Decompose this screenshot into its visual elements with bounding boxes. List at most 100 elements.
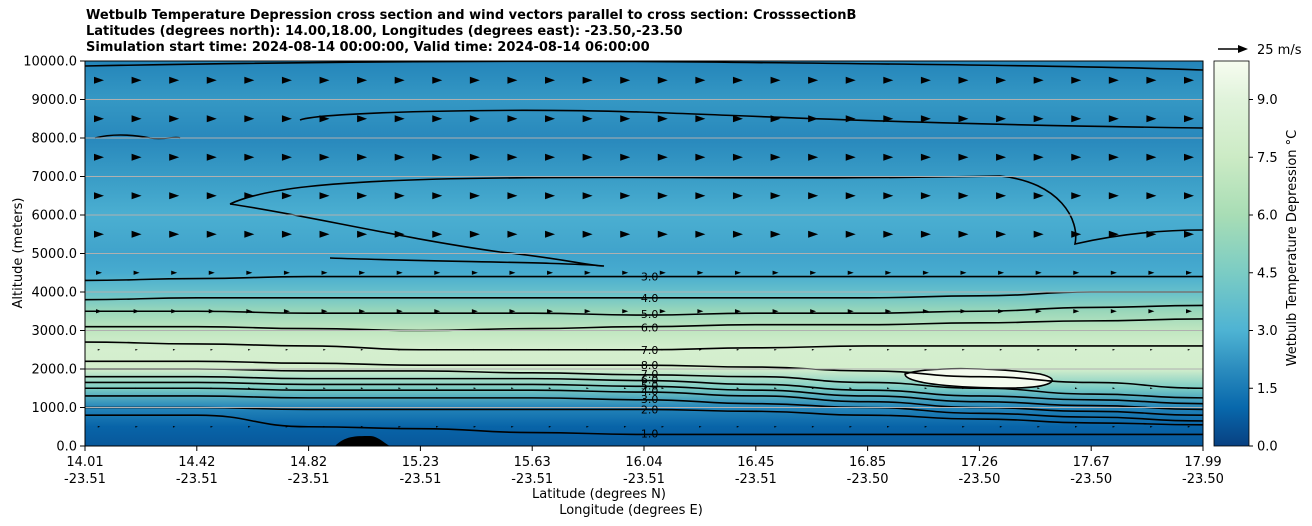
wind-vector bbox=[845, 153, 856, 161]
wind-vector bbox=[398, 387, 401, 390]
x-tick-label-lat: 14.42 bbox=[178, 455, 215, 470]
contour-label: 6.0 bbox=[641, 374, 659, 387]
wind-vector bbox=[960, 309, 967, 314]
wind-vector bbox=[849, 425, 852, 428]
wind-vector bbox=[774, 387, 777, 390]
wind-vector bbox=[920, 76, 931, 84]
wind-vector bbox=[808, 230, 819, 238]
wind-vector bbox=[582, 230, 593, 238]
contour-label: 2.0 bbox=[641, 403, 659, 416]
wind-vector bbox=[1033, 230, 1044, 238]
wind-vector bbox=[1073, 309, 1080, 314]
wind-vector bbox=[94, 192, 104, 200]
wind-vector bbox=[394, 115, 405, 123]
wind-vector bbox=[962, 425, 965, 428]
wind-vector bbox=[171, 309, 178, 314]
wind-vector bbox=[507, 192, 518, 200]
wind-vector bbox=[169, 115, 180, 123]
x-axis-label: Latitude (degrees N) bbox=[532, 487, 666, 502]
wind-vector bbox=[434, 270, 441, 275]
wind-vector bbox=[695, 230, 706, 238]
contour-labels: 1.02.03.04.05.06.07.08.07.06.05.04.03.0 bbox=[641, 271, 659, 441]
wind-vector bbox=[998, 270, 1005, 275]
wind-vector bbox=[281, 115, 292, 123]
wind-vector bbox=[922, 270, 929, 275]
wind-vector bbox=[323, 348, 326, 351]
contour-line-7-0 bbox=[85, 341, 1203, 351]
wind-vector bbox=[244, 153, 255, 161]
wind-vector bbox=[432, 153, 443, 161]
x-tick-label-lon: -23.51 bbox=[176, 472, 218, 487]
wind-vector bbox=[285, 387, 289, 390]
wind-vector bbox=[586, 348, 589, 351]
wind-vector bbox=[772, 270, 779, 275]
contour-line-4-0 bbox=[85, 387, 1203, 416]
wind-vector bbox=[1033, 153, 1044, 161]
wind-vector bbox=[734, 309, 741, 314]
wind-vector bbox=[661, 348, 665, 351]
wind-vector bbox=[622, 270, 629, 275]
wind-vector bbox=[359, 270, 366, 275]
wind-vector bbox=[695, 192, 706, 200]
wind-vector bbox=[396, 270, 403, 275]
wind-vector bbox=[695, 115, 706, 123]
wind-vector bbox=[547, 270, 554, 275]
wind-vector bbox=[1146, 115, 1157, 123]
wind-vector bbox=[244, 192, 255, 200]
wind-vector bbox=[246, 270, 253, 275]
x-tick-label-lat: 15.63 bbox=[514, 455, 551, 470]
wind-vector bbox=[1146, 230, 1157, 238]
wind-vector bbox=[1112, 348, 1116, 351]
wind-vector bbox=[244, 230, 255, 238]
colorbar-tick-label: 9.0 bbox=[1257, 93, 1278, 108]
y-tick-label: 8000.0 bbox=[32, 132, 78, 147]
wind-vector bbox=[323, 387, 326, 390]
wind-vector bbox=[732, 115, 743, 123]
wind-vector bbox=[699, 425, 702, 428]
x-tick-label-lat: 15.23 bbox=[402, 455, 439, 470]
wind-vector bbox=[131, 115, 142, 123]
wind-vector bbox=[922, 309, 929, 314]
y-axis-label: Altitude (meters) bbox=[11, 198, 26, 309]
contour-line-6-0 bbox=[85, 318, 1203, 332]
contour-line-5-0 bbox=[85, 381, 1203, 411]
wind-vector bbox=[736, 348, 740, 351]
wind-vector bbox=[699, 348, 702, 351]
wind-vector bbox=[135, 425, 138, 428]
wind-vector bbox=[657, 76, 668, 84]
wind-vector bbox=[135, 387, 138, 390]
wind-vector bbox=[169, 76, 180, 84]
chart-title-line-1: Wetbulb Temperature Depression cross sec… bbox=[86, 8, 857, 23]
wind-vector bbox=[1108, 76, 1119, 84]
y-tick-label: 0.0 bbox=[56, 440, 77, 455]
wind-vector bbox=[97, 425, 101, 428]
upper-contour-2-top bbox=[85, 61, 1203, 71]
wind-vector bbox=[998, 309, 1005, 314]
wind-vector bbox=[1150, 387, 1153, 390]
contour-line-8-0 bbox=[85, 360, 1203, 390]
wind-vector bbox=[1146, 76, 1157, 84]
x-tick-label-lat: 17.99 bbox=[1184, 455, 1221, 470]
wind-vector bbox=[469, 115, 480, 123]
x-tick-label-lat: 16.04 bbox=[625, 455, 662, 470]
wind-vector bbox=[620, 153, 631, 161]
wind-vector bbox=[545, 153, 556, 161]
wind-vector bbox=[620, 230, 631, 238]
y-axis: 0.0 1000.0 2000.0 3000.0 4000.0 5000.0 6000.0 7… bbox=[23, 55, 85, 455]
quiver-key: 25 m/s bbox=[1218, 43, 1302, 58]
contour-label: 5.0 bbox=[641, 308, 659, 321]
wind-vector bbox=[1110, 270, 1117, 275]
wind-vector bbox=[244, 115, 255, 123]
wind-vector bbox=[133, 270, 140, 275]
contour-label: 3.0 bbox=[641, 393, 659, 406]
wind-vector bbox=[582, 153, 593, 161]
contour-label: 7.0 bbox=[641, 368, 659, 381]
wind-vector bbox=[548, 387, 552, 390]
wind-vector bbox=[97, 387, 101, 390]
wind-vector bbox=[357, 192, 368, 200]
wind-vector bbox=[172, 387, 176, 390]
wind-vector bbox=[321, 270, 328, 275]
wind-vector bbox=[319, 115, 330, 123]
wind-vector bbox=[169, 192, 180, 200]
wind-vector bbox=[396, 309, 403, 314]
